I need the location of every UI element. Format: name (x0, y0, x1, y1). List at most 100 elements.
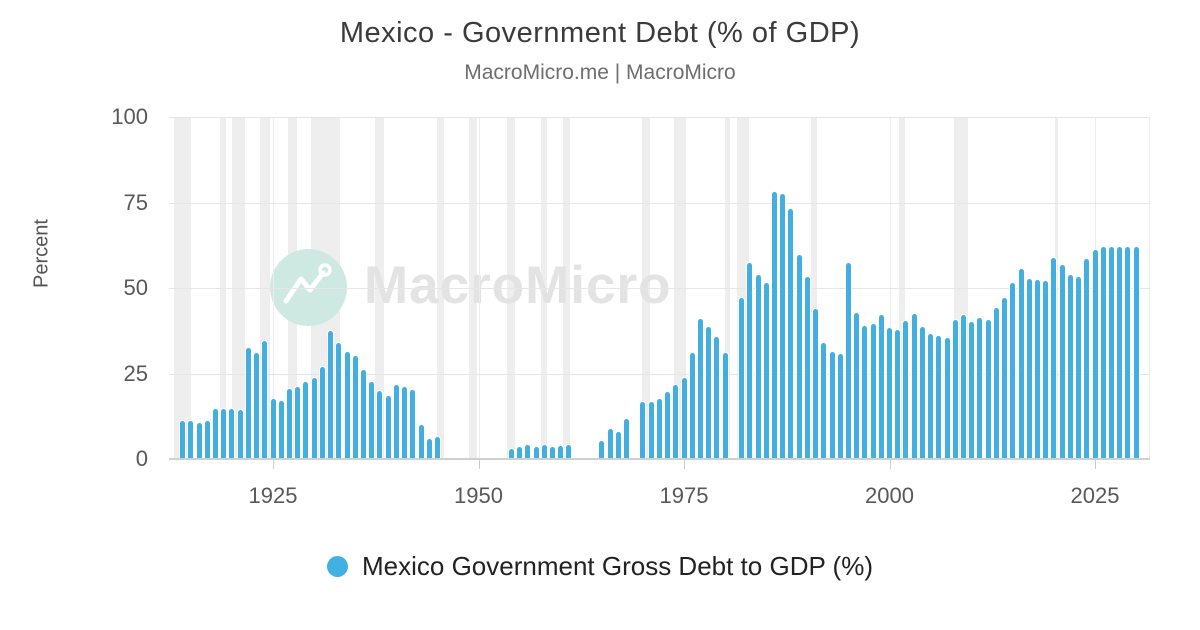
bar-1944[interactable] (426, 439, 432, 459)
bar-1984[interactable] (755, 275, 761, 459)
bar-2022[interactable] (1067, 275, 1073, 459)
bar-2010[interactable] (969, 321, 975, 459)
bar-1974[interactable] (673, 385, 679, 459)
bar-1929[interactable] (303, 381, 309, 459)
bar-2019[interactable] (1043, 281, 1049, 459)
bar-2006[interactable] (936, 336, 942, 459)
bar-1994[interactable] (837, 354, 843, 459)
bar-1923[interactable] (254, 353, 260, 459)
bar-1915[interactable] (188, 420, 194, 459)
bar-1935[interactable] (352, 356, 358, 459)
bar-1995[interactable] (845, 263, 851, 459)
bar-2030[interactable] (1133, 247, 1139, 459)
bar-2005[interactable] (928, 333, 934, 459)
bar-1986[interactable] (771, 192, 777, 459)
bar-1919[interactable] (221, 408, 227, 459)
bar-1978[interactable] (706, 326, 712, 459)
bar-1970[interactable] (640, 401, 646, 459)
bar-1917[interactable] (204, 421, 210, 459)
bar-1918[interactable] (213, 409, 218, 459)
bar-1976[interactable] (689, 353, 695, 459)
bar-1943[interactable] (418, 425, 424, 459)
bar-1992[interactable] (821, 343, 827, 459)
bar-2018[interactable] (1035, 279, 1040, 459)
bar-1971[interactable] (648, 401, 654, 459)
bar-2011[interactable] (977, 317, 983, 459)
bar-1989[interactable] (796, 255, 802, 459)
bar-2009[interactable] (961, 315, 966, 459)
bar-2007[interactable] (944, 337, 950, 459)
bar-1993[interactable] (829, 351, 835, 459)
bar-1931[interactable] (319, 366, 325, 459)
bar-2021[interactable] (1059, 265, 1065, 459)
bar-1983[interactable] (747, 262, 753, 459)
bar-2002[interactable] (903, 320, 909, 459)
bar-1959[interactable] (550, 447, 555, 459)
bar-2003[interactable] (911, 314, 917, 459)
bar-1968[interactable] (624, 419, 629, 459)
bar-2014[interactable] (1002, 297, 1008, 459)
bar-2015[interactable] (1010, 282, 1016, 459)
bar-2017[interactable] (1026, 279, 1032, 459)
bar-2020[interactable] (1051, 257, 1057, 459)
bar-1973[interactable] (665, 392, 671, 459)
bar-2027[interactable] (1108, 247, 1114, 459)
bar-1916[interactable] (196, 423, 202, 459)
bar-1997[interactable] (862, 325, 868, 459)
bar-1939[interactable] (385, 395, 391, 459)
bar-1938[interactable] (377, 390, 383, 459)
bar-1940[interactable] (393, 385, 399, 459)
bar-1921[interactable] (237, 410, 243, 459)
bar-1933[interactable] (336, 343, 342, 459)
bar-2000[interactable] (887, 327, 892, 459)
bar-1922[interactable] (245, 347, 251, 459)
bar-1961[interactable] (566, 445, 572, 459)
bar-1977[interactable] (697, 318, 703, 459)
bar-1926[interactable] (278, 400, 284, 459)
bar-1987[interactable] (780, 194, 786, 459)
bar-1955[interactable] (517, 446, 523, 459)
bar-1942[interactable] (410, 389, 416, 459)
bar-2008[interactable] (952, 319, 958, 459)
bar-1967[interactable] (615, 431, 621, 459)
bar-1924[interactable] (262, 341, 268, 459)
bar-2004[interactable] (919, 326, 925, 459)
bar-1936[interactable] (360, 370, 366, 459)
bar-1941[interactable] (402, 387, 407, 459)
bar-1914[interactable] (180, 420, 186, 459)
bar-1958[interactable] (541, 445, 547, 459)
bar-2001[interactable] (895, 330, 901, 459)
bar-1928[interactable] (295, 387, 301, 459)
bar-1945[interactable] (434, 436, 440, 459)
bar-1991[interactable] (813, 308, 818, 459)
bar-1996[interactable] (854, 313, 860, 459)
bar-1980[interactable] (722, 352, 728, 459)
bar-1925[interactable] (270, 399, 276, 459)
bar-1975[interactable] (681, 377, 687, 459)
bar-2028[interactable] (1117, 247, 1123, 459)
bar-1979[interactable] (714, 336, 720, 459)
bar-1954[interactable] (508, 449, 514, 459)
legend[interactable]: Mexico Government Gross Debt to GDP (%) (0, 551, 1200, 582)
bar-1982[interactable] (739, 297, 744, 459)
bar-2025[interactable] (1092, 249, 1098, 459)
bar-1927[interactable] (286, 388, 292, 459)
bar-2016[interactable] (1018, 269, 1024, 459)
bar-1960[interactable] (558, 446, 564, 459)
bar-1930[interactable] (311, 377, 317, 459)
bar-2013[interactable] (993, 307, 999, 459)
bar-2029[interactable] (1125, 247, 1131, 459)
bar-1972[interactable] (656, 399, 662, 459)
bar-2012[interactable] (985, 319, 991, 459)
bar-1937[interactable] (369, 382, 375, 460)
bar-1985[interactable] (763, 282, 769, 459)
bar-1966[interactable] (607, 429, 613, 459)
bar-1988[interactable] (788, 209, 794, 459)
bar-1957[interactable] (533, 447, 539, 459)
bar-1990[interactable] (804, 276, 810, 459)
bar-2024[interactable] (1084, 259, 1090, 459)
bar-2023[interactable] (1076, 277, 1082, 459)
bar-1934[interactable] (344, 352, 350, 459)
bar-1932[interactable] (328, 331, 333, 459)
bar-1965[interactable] (599, 441, 605, 459)
